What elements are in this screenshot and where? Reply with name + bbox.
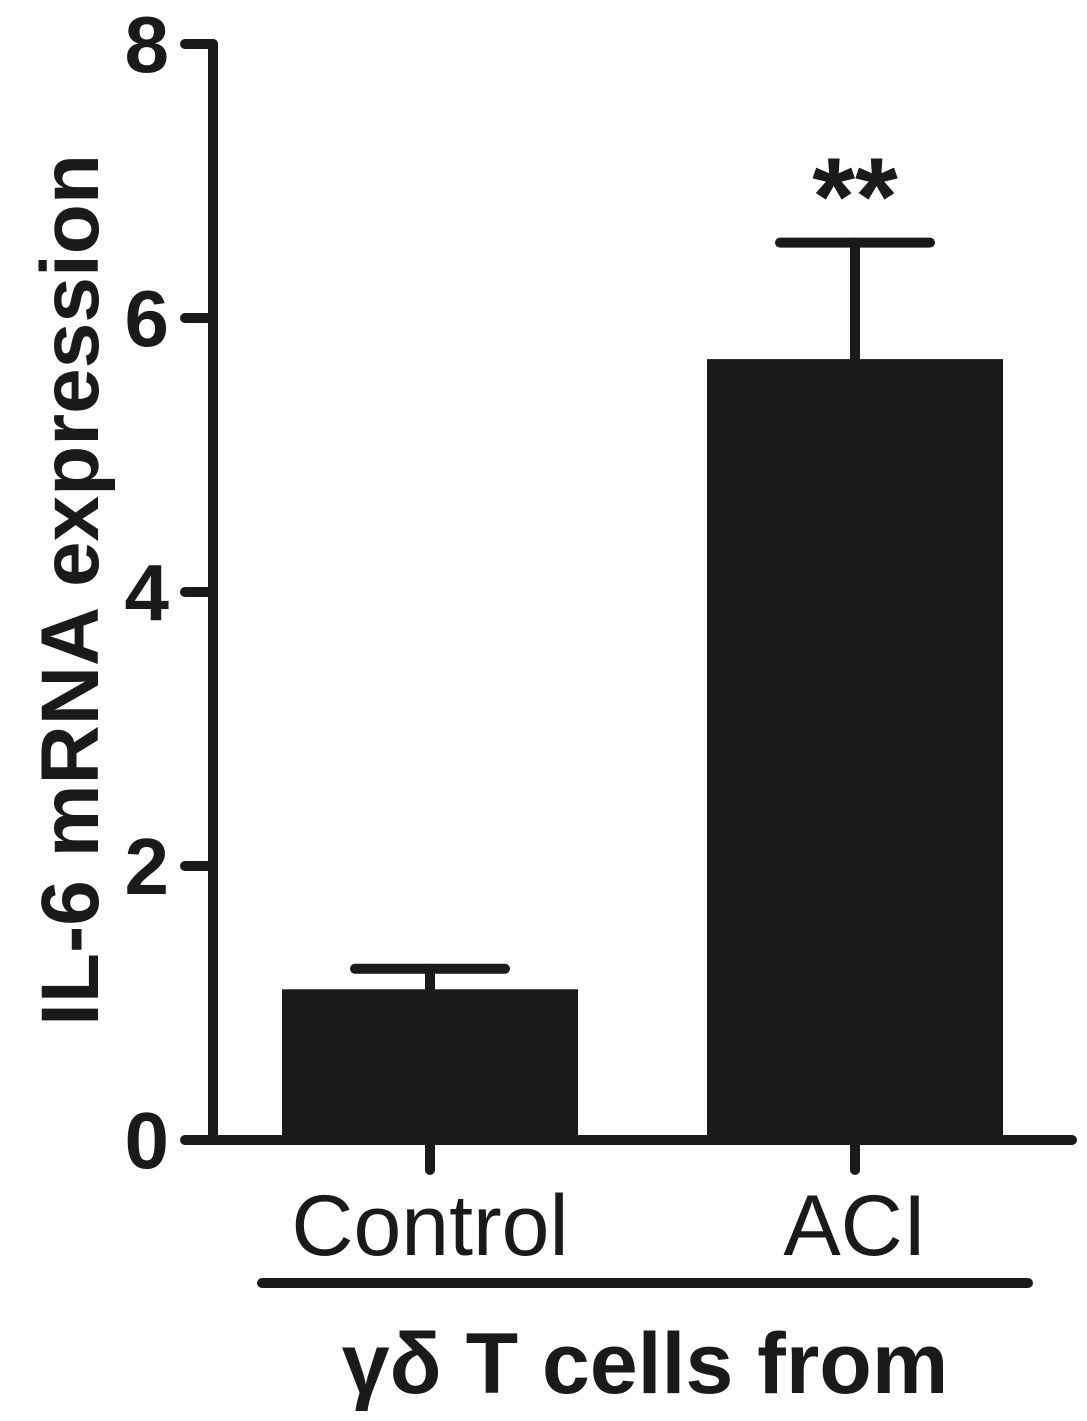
y-tick-label: 0 <box>125 1096 170 1185</box>
bar-aci <box>707 359 1003 1141</box>
y-tick-label: 6 <box>125 274 170 363</box>
bars: Control ACI ** <box>282 136 1003 1274</box>
y-axis-ticks: 0 2 4 6 8 <box>125 0 218 1185</box>
y-axis-label: IL-6 mRNA expression <box>25 154 116 1026</box>
x-tick-label: Control <box>291 1178 568 1274</box>
y-tick-label: 4 <box>125 548 170 637</box>
bar-control <box>282 989 578 1140</box>
y-tick-label: 8 <box>125 0 170 89</box>
significance-label: ** <box>812 136 898 259</box>
x-tick-label: ACI <box>783 1178 926 1274</box>
x-axis-label: γδ T cells from <box>342 1316 949 1412</box>
y-tick-label: 2 <box>125 822 170 911</box>
